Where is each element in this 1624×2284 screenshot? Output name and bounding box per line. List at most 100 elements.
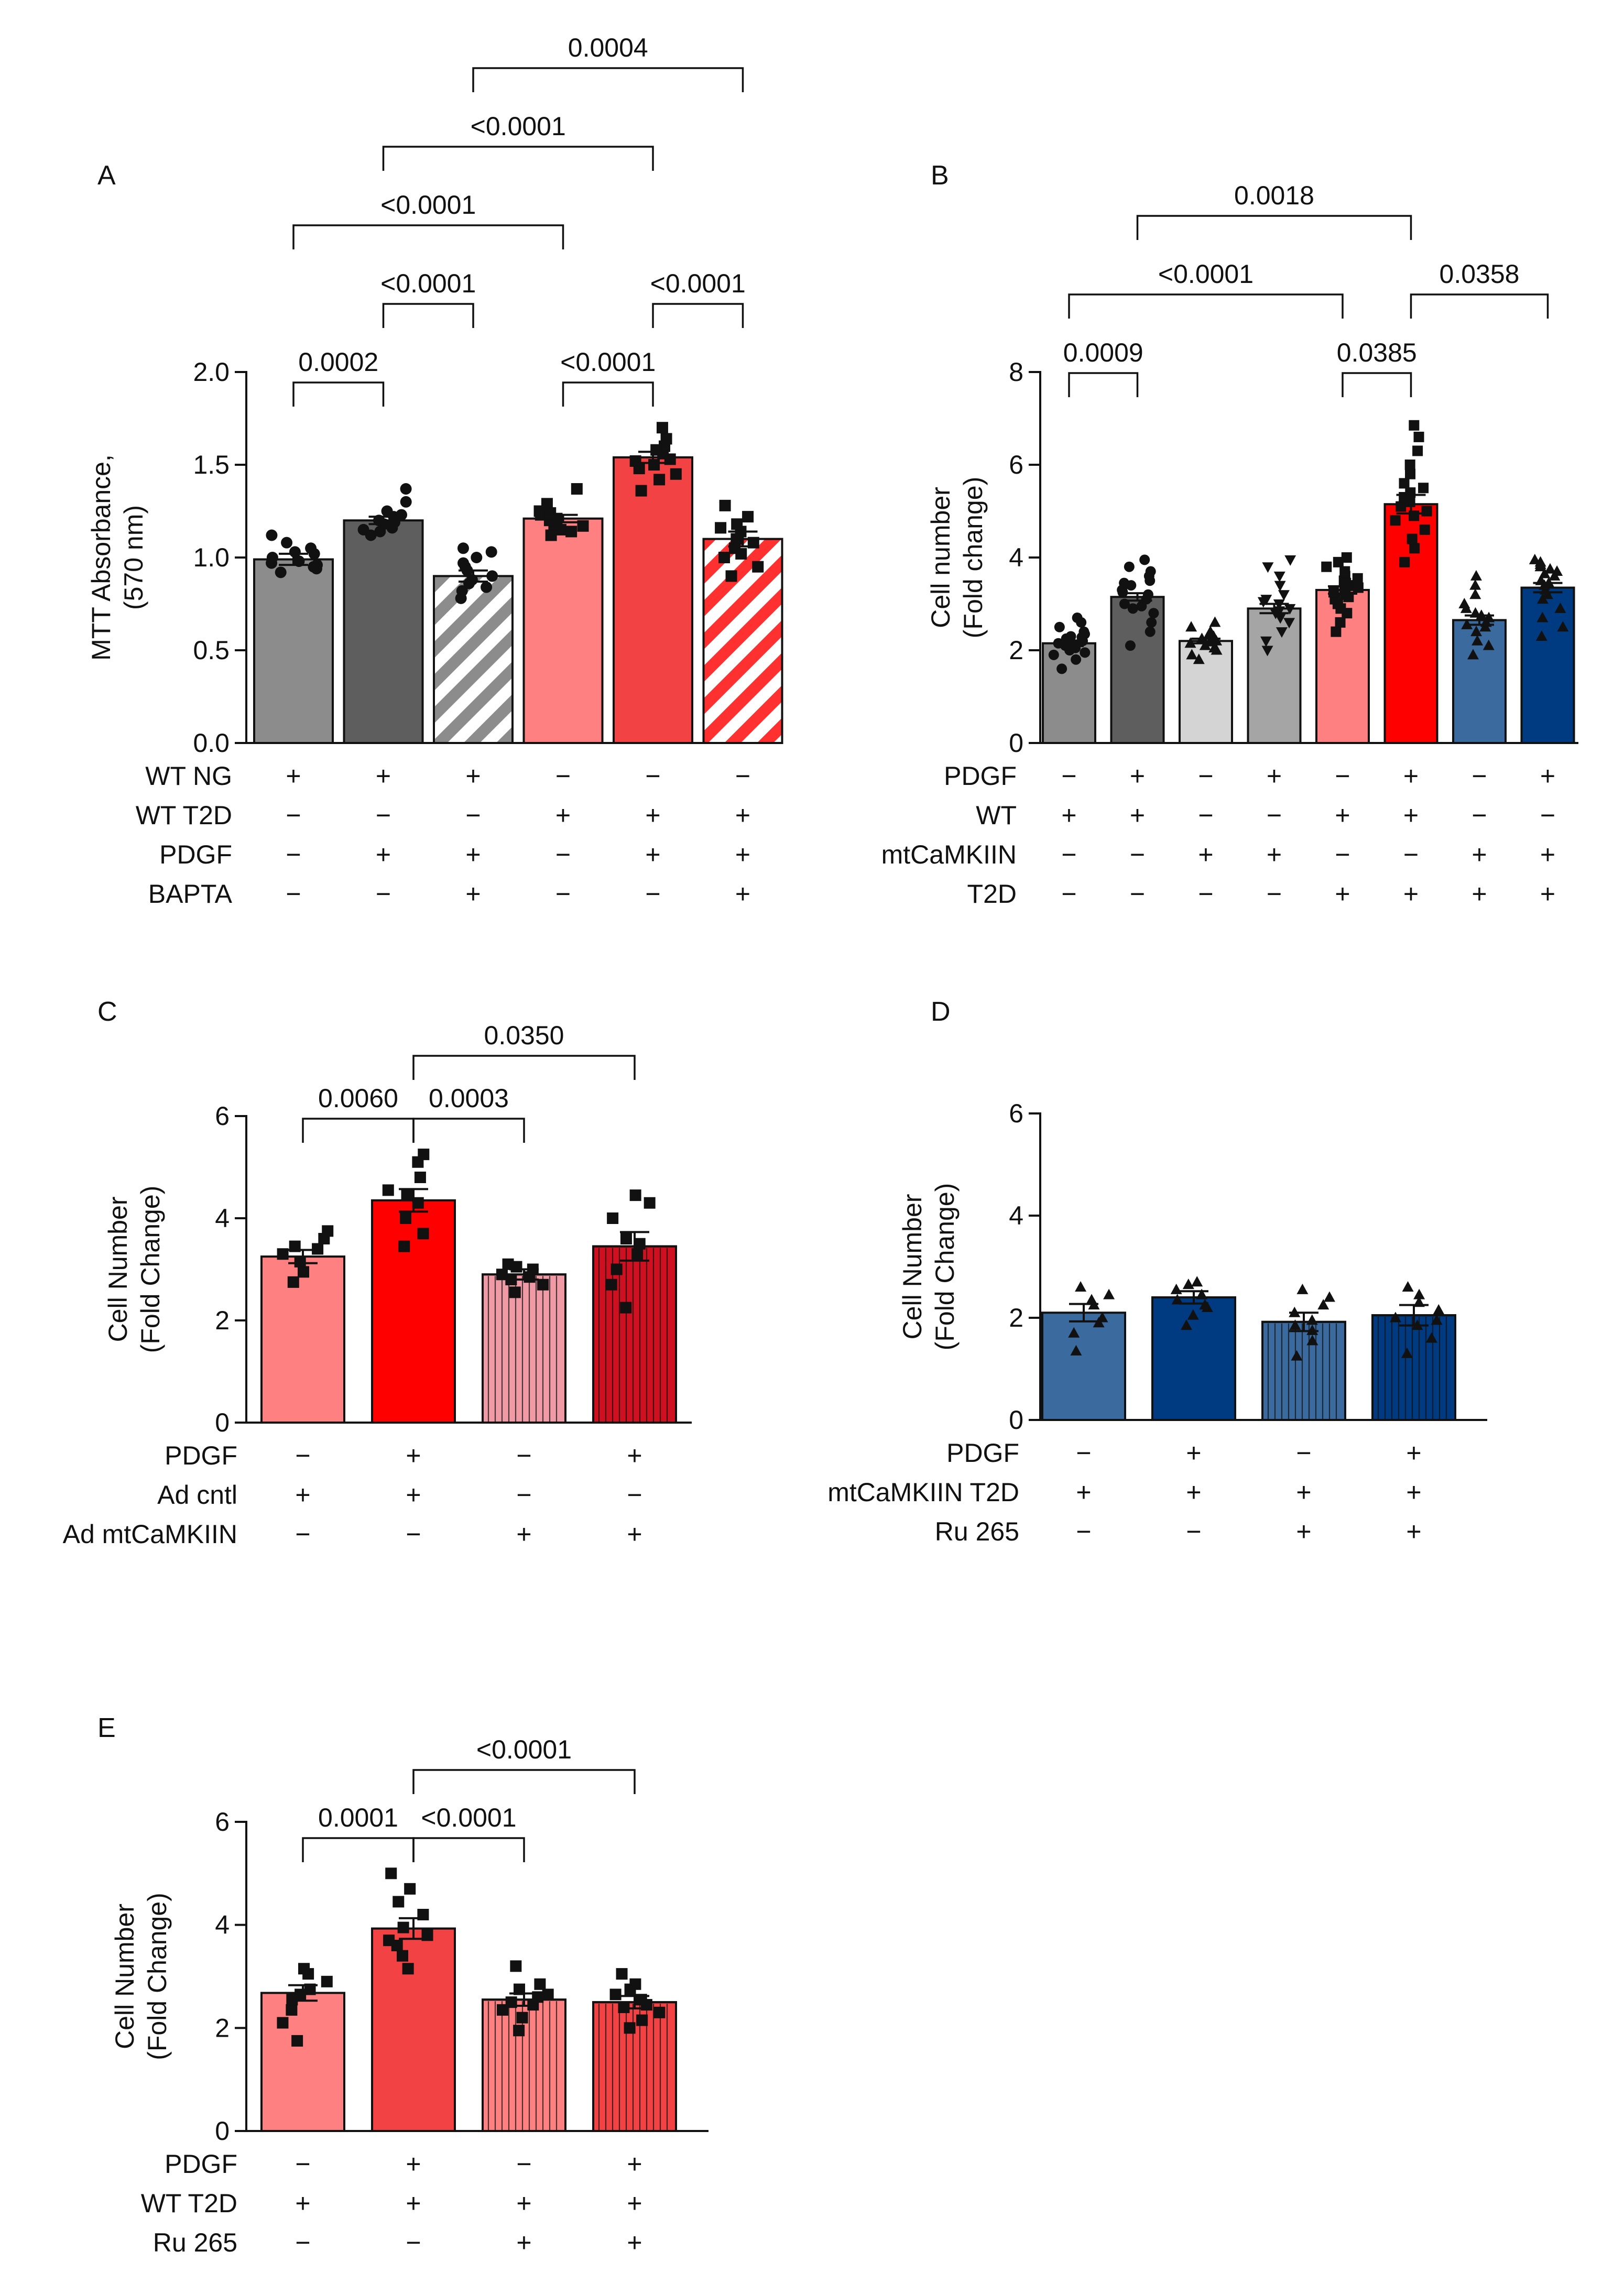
condition-label: PDGF bbox=[159, 840, 232, 869]
condition-mark: − bbox=[627, 1480, 642, 1510]
condition-mark: − bbox=[286, 879, 301, 909]
bar bbox=[1041, 1312, 1126, 1421]
data-point bbox=[1352, 573, 1363, 584]
data-point bbox=[286, 2004, 298, 2016]
data-point bbox=[457, 542, 469, 554]
data-point bbox=[1196, 1288, 1208, 1299]
bracket-line bbox=[412, 1837, 525, 1862]
y-tick-label: 2 bbox=[1009, 636, 1023, 665]
data-point bbox=[1405, 468, 1416, 479]
data-point bbox=[742, 511, 754, 523]
condition-mark: − bbox=[1061, 879, 1076, 909]
panel-label-d: D bbox=[931, 997, 951, 1027]
condition-mark: + bbox=[1296, 1517, 1311, 1546]
condition-mark: + bbox=[465, 761, 481, 791]
bar bbox=[1247, 607, 1302, 744]
y-axis-label-line: (Fold Change) bbox=[930, 1183, 960, 1351]
panel-label-a: A bbox=[97, 160, 116, 191]
data-point bbox=[1284, 555, 1296, 566]
data-point bbox=[1261, 646, 1273, 657]
data-point bbox=[466, 574, 478, 586]
condition-label: Ru 265 bbox=[153, 2228, 237, 2257]
data-point bbox=[1193, 653, 1205, 664]
data-point bbox=[1396, 501, 1407, 512]
condition-mark: − bbox=[1540, 801, 1555, 830]
data-point bbox=[537, 1278, 549, 1291]
data-point bbox=[1187, 1309, 1199, 1320]
significance-bracket: <0.0001 bbox=[1068, 259, 1344, 319]
data-point bbox=[1185, 621, 1197, 632]
condition-mark: + bbox=[1186, 1478, 1201, 1507]
condition-mark: − bbox=[555, 840, 571, 869]
bar-group bbox=[260, 1963, 345, 2132]
data-point bbox=[1306, 1324, 1318, 1335]
p-value-label: 0.0009 bbox=[1063, 338, 1143, 367]
bracket-line bbox=[302, 1837, 415, 1862]
condition-mark: + bbox=[286, 761, 301, 791]
data-point bbox=[393, 1896, 405, 1908]
y-tick-label: 6 bbox=[215, 1807, 230, 1837]
data-point bbox=[1529, 553, 1541, 564]
bar bbox=[1452, 619, 1507, 744]
condition-mark: − bbox=[406, 1520, 421, 1549]
data-point bbox=[357, 523, 369, 536]
data-point bbox=[1407, 533, 1418, 544]
data-point bbox=[725, 570, 737, 582]
data-point bbox=[1117, 587, 1128, 598]
y-tick-label: 2.0 bbox=[193, 357, 230, 387]
data-point bbox=[509, 1286, 521, 1298]
data-point bbox=[287, 1276, 299, 1288]
bracket-line bbox=[472, 67, 744, 92]
data-point bbox=[421, 1929, 433, 1941]
data-point bbox=[1458, 598, 1470, 608]
condition-mark: − bbox=[295, 2149, 310, 2179]
data-point bbox=[471, 552, 483, 563]
data-point bbox=[1182, 1278, 1194, 1289]
p-value-label: <0.0001 bbox=[1158, 259, 1254, 289]
y-axis-label-line: Cell Number bbox=[110, 1904, 139, 2049]
data-point bbox=[1273, 606, 1285, 617]
data-point bbox=[418, 1149, 430, 1161]
data-point bbox=[456, 585, 468, 597]
data-point bbox=[1413, 1288, 1425, 1299]
y-tick-label: 6 bbox=[1009, 450, 1023, 479]
p-value-label: 0.0060 bbox=[318, 1084, 398, 1113]
y-tick-label: 8 bbox=[1009, 357, 1023, 387]
data-point bbox=[1535, 630, 1547, 641]
bar-group bbox=[1041, 1281, 1126, 1421]
data-point bbox=[747, 537, 759, 549]
data-point bbox=[1333, 556, 1344, 567]
y-axis-label: MTT Absorbance, (570 nm) bbox=[86, 454, 148, 661]
data-point bbox=[1127, 603, 1138, 614]
data-point bbox=[656, 422, 668, 434]
p-value-label: <0.0001 bbox=[650, 269, 746, 298]
p-value-label: 0.0003 bbox=[429, 1084, 509, 1113]
y-axis-label: Cell Number (Fold Change) bbox=[898, 1183, 960, 1351]
condition-mark: + bbox=[376, 761, 391, 791]
data-point bbox=[510, 1960, 522, 1972]
condition-mark: + bbox=[1403, 801, 1419, 830]
data-point bbox=[1283, 618, 1295, 629]
y-tick-label: 4 bbox=[1009, 543, 1023, 572]
bracket-line bbox=[382, 303, 474, 328]
condition-mark: − bbox=[1335, 840, 1350, 869]
data-point bbox=[636, 2014, 648, 2026]
condition-mark: − bbox=[286, 801, 301, 830]
data-point bbox=[1142, 589, 1153, 600]
bar-group bbox=[1371, 1281, 1456, 1421]
data-point bbox=[631, 1248, 644, 1260]
figure-panels: A B C D E bbox=[97, 160, 951, 1743]
data-point bbox=[289, 546, 301, 558]
data-point bbox=[1401, 1347, 1413, 1358]
data-point bbox=[1184, 637, 1196, 648]
data-point bbox=[513, 1983, 525, 1995]
panel-a: 0.0 0.5 1.0 1.5 2.0 MTT Absorbance, (570 nm) WT… bbox=[86, 33, 783, 909]
data-point bbox=[1274, 613, 1287, 624]
bracket-line bbox=[1068, 293, 1344, 319]
data-point bbox=[629, 1189, 641, 1201]
data-point bbox=[1475, 609, 1487, 620]
data-point bbox=[417, 1909, 429, 1920]
data-point bbox=[1071, 654, 1082, 665]
data-point bbox=[486, 570, 498, 582]
data-point bbox=[1306, 1314, 1318, 1325]
